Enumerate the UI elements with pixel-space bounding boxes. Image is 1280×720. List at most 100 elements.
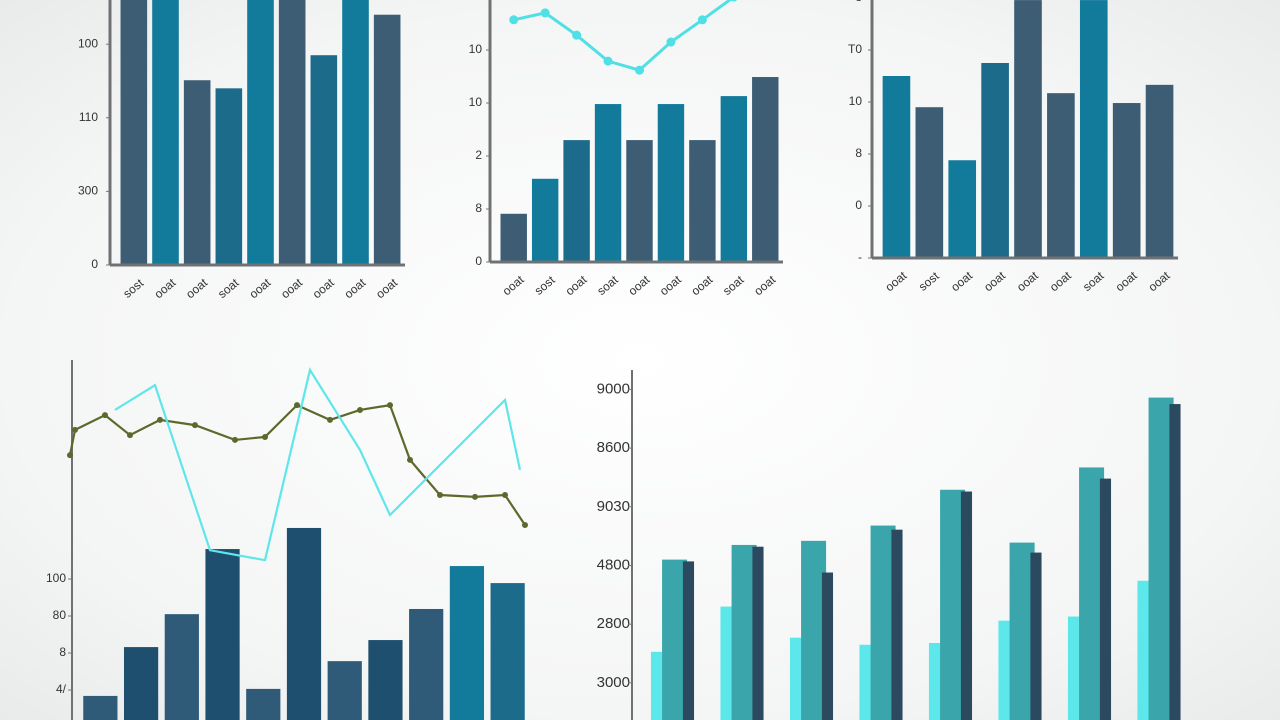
line-point (72, 426, 78, 433)
y-tick-label: 8 (59, 645, 66, 659)
line-point (67, 452, 73, 459)
bar (409, 608, 444, 720)
line-point (437, 492, 443, 499)
line-point (294, 402, 300, 409)
y-tick-label: 10 (469, 95, 483, 109)
bar (368, 640, 403, 720)
line-point (232, 436, 238, 443)
bar (1145, 84, 1174, 258)
y-tick-label: 8 (855, 146, 862, 160)
line-point (407, 456, 413, 463)
x-tick-label: sost (120, 276, 146, 301)
bar (682, 561, 695, 720)
bar (563, 140, 590, 262)
bar (594, 104, 622, 262)
y-tick-label: 2800 (597, 615, 630, 632)
y-tick-label: 100 (78, 36, 98, 50)
bar (120, 0, 148, 265)
line-point (387, 402, 393, 409)
bar (1079, 0, 1108, 259)
x-tick-label: ooat (948, 268, 975, 294)
line-point (192, 422, 198, 429)
bar (1148, 397, 1174, 720)
y-tick-label: 10 (469, 42, 483, 56)
x-tick-label: ooat (247, 275, 274, 301)
bar (342, 0, 369, 265)
y-tick-label: - (858, 250, 862, 264)
x-tick-label: ooat (310, 275, 337, 301)
x-tick-label: ooat (373, 275, 400, 301)
y-tick-label: 9000 (597, 380, 630, 397)
bar (752, 546, 764, 720)
y-tick-label: 0 (91, 257, 98, 271)
y-tick-label: 3000 (597, 674, 630, 691)
line-point (540, 8, 550, 18)
y-tick-label: 0 (475, 0, 482, 3)
x-tick-label: sost (532, 273, 558, 298)
x-tick-label: ooat (981, 268, 1008, 294)
bar (821, 572, 834, 720)
x-tick-label: ooat (1113, 268, 1140, 294)
line-point (697, 15, 707, 25)
bar (891, 529, 903, 720)
x-tick-label: ooat (183, 275, 210, 301)
bar (205, 549, 240, 720)
line-point (502, 492, 508, 499)
x-tick-label: ooat (626, 272, 653, 298)
line-point (472, 493, 478, 500)
y-tick-label: 0 (855, 198, 862, 212)
y-tick-label: 110 (79, 110, 98, 124)
x-tick-label: sost (916, 269, 942, 294)
line-point (262, 433, 268, 440)
bar (278, 0, 306, 265)
bar (626, 140, 653, 262)
bar (247, 0, 274, 265)
y-tick-label: 8600 (597, 439, 630, 456)
bar (1030, 552, 1042, 720)
bar (882, 76, 911, 258)
bar (531, 178, 559, 262)
x-tick-label: ooat (1047, 268, 1074, 294)
line-point (102, 412, 108, 419)
y-tick-label: 8 (855, 0, 862, 4)
bar (490, 583, 525, 720)
bar (1079, 467, 1105, 720)
bar (981, 63, 1009, 258)
x-tick-label: ooat (563, 272, 590, 298)
x-tick-label: ooat (1146, 268, 1173, 294)
bar (689, 140, 716, 262)
bar (123, 647, 159, 720)
bar (1099, 478, 1112, 720)
line-point (127, 432, 133, 439)
y-tick-label: T0 (848, 42, 862, 56)
bar (449, 566, 485, 720)
y-tick-label: 0 (475, 254, 482, 268)
x-tick-label: ooat (657, 272, 684, 298)
line-point (357, 406, 363, 413)
bar (183, 80, 211, 265)
x-tick-label: ooat (278, 275, 305, 301)
x-tick-label: ooat (500, 272, 527, 298)
x-tick-label: soat (1080, 268, 1107, 294)
x-tick-label: soat (720, 272, 747, 298)
line-point (635, 65, 644, 75)
line (114, 367, 522, 562)
bar (215, 88, 243, 265)
bar (1009, 542, 1035, 720)
bar (720, 96, 748, 262)
line-point (572, 30, 582, 40)
bar (915, 107, 944, 258)
y-tick-label: 10 (849, 94, 863, 108)
bar (286, 527, 322, 720)
x-tick-label: ooat (342, 275, 369, 301)
x-tick-label: ooat (152, 275, 179, 301)
x-tick-label: soat (594, 272, 621, 298)
x-tick-label: ooat (751, 272, 778, 298)
line-point (157, 416, 163, 423)
bar (752, 77, 779, 262)
bar (373, 14, 401, 265)
line-point (666, 37, 676, 47)
bar (500, 213, 527, 262)
